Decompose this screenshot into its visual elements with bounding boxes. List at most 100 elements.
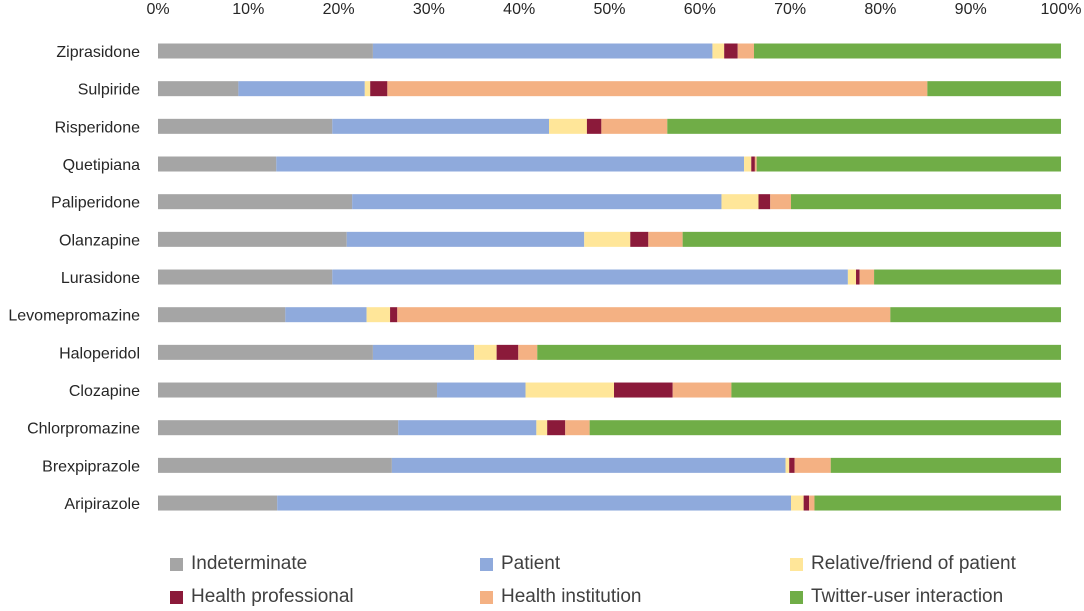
bar-segment	[672, 382, 732, 398]
bar-segment	[856, 269, 860, 285]
category-label: Levomepromazine	[8, 308, 140, 325]
bar-segment	[158, 420, 399, 436]
bar-segment	[158, 118, 333, 134]
bar-segment	[332, 118, 549, 134]
bar-segment	[158, 344, 373, 360]
category-label: Paliperidone	[51, 195, 140, 212]
bar-segment	[731, 382, 1061, 398]
bar-segment	[549, 118, 587, 134]
bar-segment	[158, 307, 286, 323]
bar-segment	[724, 43, 738, 59]
category-label: Lurasidone	[61, 270, 140, 287]
category-label: Brexpiprazole	[42, 458, 140, 475]
bar-segment	[158, 382, 438, 398]
bar-segment	[518, 344, 538, 360]
category-label: Aripirazole	[64, 496, 140, 513]
bar-segment	[758, 194, 771, 210]
bar-segment	[346, 231, 585, 247]
bar-segment	[756, 156, 1061, 172]
bar-segment	[390, 307, 398, 323]
bar-segment	[158, 194, 353, 210]
bar-segment	[789, 457, 795, 473]
bar-segment	[437, 382, 526, 398]
bar-segment	[537, 344, 1061, 360]
bar-segment	[589, 420, 1061, 436]
category-label: Haloperidol	[59, 345, 140, 362]
category-label: Olanzapine	[59, 232, 140, 249]
bar-segment	[794, 457, 831, 473]
bar-segment	[525, 382, 615, 398]
bar-segment	[791, 194, 1061, 210]
bar-segment	[158, 269, 333, 285]
bar-segment	[372, 43, 713, 59]
x-tick-label: 40%	[503, 1, 535, 18]
x-tick-label: 50%	[593, 1, 625, 18]
category-label: Quetipiana	[63, 157, 140, 174]
x-tick-label: 100%	[1041, 1, 1082, 18]
bar-segment	[285, 307, 367, 323]
bar-segment	[565, 420, 590, 436]
bar-segment	[352, 194, 722, 210]
bar-segment	[809, 495, 815, 511]
bar-segment	[496, 344, 519, 360]
bar-segment	[744, 156, 752, 172]
bar-segment	[584, 231, 631, 247]
bar-segment	[370, 81, 388, 97]
bar-segment	[158, 43, 373, 59]
bar-segment	[277, 495, 792, 511]
bar-segment	[276, 156, 745, 172]
bar-segment	[158, 457, 392, 473]
bar-segment	[814, 495, 1061, 511]
category-label: Chlorpromazine	[27, 421, 140, 438]
bar-segment	[874, 269, 1061, 285]
bar-segment	[712, 43, 725, 59]
x-tick-label: 30%	[413, 1, 445, 18]
bar-segment	[536, 420, 548, 436]
category-label: Ziprasidone	[56, 44, 140, 61]
bar-segment	[751, 156, 755, 172]
x-tick-label: 70%	[774, 1, 806, 18]
bar-segment	[332, 269, 848, 285]
x-tick-label: 10%	[232, 1, 264, 18]
x-tick-label: 20%	[323, 1, 355, 18]
category-label: Clozapine	[69, 383, 140, 400]
bar-segment	[754, 156, 757, 172]
bar-segment	[586, 118, 602, 134]
bar-segment	[753, 43, 1061, 59]
bar-segment	[847, 269, 857, 285]
bar-segment	[366, 307, 391, 323]
bar-segment	[785, 457, 790, 473]
bar-segment	[721, 194, 759, 210]
bar-segment	[364, 81, 371, 97]
bar-segment	[547, 420, 566, 436]
bar-segment	[648, 231, 683, 247]
bar-segment	[630, 231, 649, 247]
bar-segment	[398, 420, 537, 436]
bar-segment	[158, 231, 347, 247]
bar-segment	[667, 118, 1061, 134]
x-tick-label: 0%	[146, 1, 169, 18]
bar-segment	[803, 495, 810, 511]
bar-segment	[927, 81, 1061, 97]
bar-segment	[737, 43, 754, 59]
bar-segment	[890, 307, 1061, 323]
bar-segment	[238, 81, 365, 97]
bar-segment	[830, 457, 1061, 473]
bar-segment	[682, 231, 1061, 247]
bar-segment	[372, 344, 475, 360]
bar-segment	[614, 382, 673, 398]
category-label: Risperidone	[55, 119, 140, 136]
bar-segment	[158, 156, 277, 172]
bar-segment	[158, 81, 239, 97]
bar-segment	[601, 118, 668, 134]
bar-segment	[397, 307, 891, 323]
bar-segment	[474, 344, 497, 360]
bar-segment	[791, 495, 804, 511]
x-tick-label: 80%	[864, 1, 896, 18]
bar-segment	[387, 81, 928, 97]
category-label: Sulpiride	[78, 82, 140, 99]
bar-segment	[770, 194, 791, 210]
bar-segment	[391, 457, 786, 473]
x-tick-label: 90%	[955, 1, 987, 18]
